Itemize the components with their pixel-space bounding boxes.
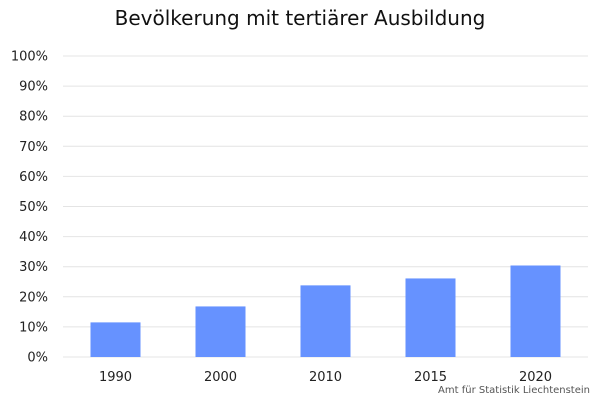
y-tick-label: 0%	[27, 351, 48, 366]
source-note: Amt für Statistik Liechtenstein	[438, 385, 590, 396]
y-tick-label: 70%	[19, 140, 48, 155]
y-tick-label: 80%	[19, 110, 48, 125]
x-tick-label: 2000	[204, 370, 237, 385]
y-axis: 0% 10% 20% 30% 40% 50% 60% 70% 80% 90% 100%	[11, 50, 48, 366]
chart-title: Bevölkerung mit tertiärer Ausbildung	[114, 6, 486, 30]
x-tick-label: 2015	[414, 370, 447, 385]
bar-1990[interactable]	[90, 322, 141, 357]
x-tick-label: 2020	[519, 370, 552, 385]
bar-2010[interactable]	[300, 285, 351, 357]
bar-2015[interactable]	[405, 278, 456, 357]
y-tick-label: 60%	[19, 170, 48, 185]
x-axis: 1990 2000 2010 2015 2020	[99, 370, 552, 385]
y-tick-label: 40%	[19, 230, 48, 245]
y-tick-label: 100%	[11, 50, 48, 65]
y-tick-label: 50%	[19, 200, 48, 215]
x-tick-label: 2010	[309, 370, 342, 385]
bar-2000[interactable]	[195, 306, 246, 357]
y-tick-label: 20%	[19, 290, 48, 305]
x-tick-label: 1990	[99, 370, 132, 385]
bar-2020[interactable]	[510, 265, 561, 357]
bars	[90, 265, 561, 357]
y-tick-label: 30%	[19, 260, 48, 275]
y-tick-label: 90%	[19, 80, 48, 95]
y-tick-label: 10%	[19, 320, 48, 335]
